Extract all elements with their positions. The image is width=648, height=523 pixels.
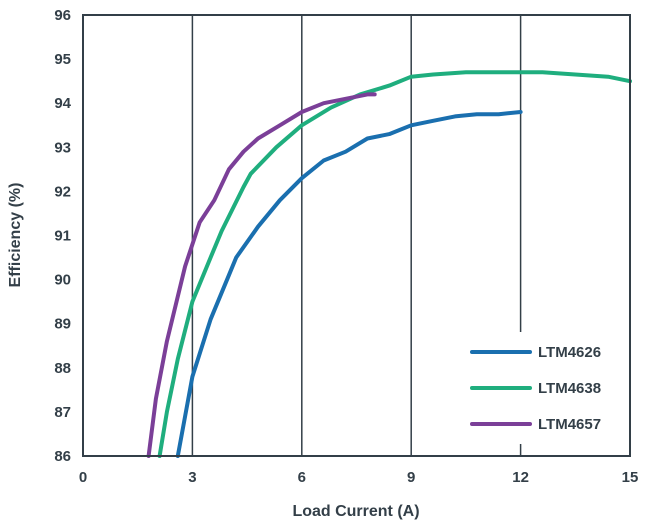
x-tick-label: 12: [512, 469, 529, 486]
plot-frame: [82, 14, 631, 457]
series-line-ltm4657: [146, 92, 377, 458]
y-tick-label: 95: [54, 51, 71, 68]
legend-label-ltm4626: LTM4626: [538, 344, 601, 361]
legend-label-ltm4638: LTM4638: [538, 380, 601, 397]
y-tick-label: 93: [54, 139, 71, 156]
y-tick-labels: 86 87 88 89 90 91 92 93 94 95 96: [54, 7, 71, 465]
y-tick-label: 88: [54, 360, 71, 377]
y-tick-label: 94: [54, 95, 71, 112]
y-tick-label: 86: [54, 448, 71, 465]
y-tick-label: 90: [54, 272, 71, 289]
y-tick-label: 92: [54, 183, 71, 200]
series-line-ltm4626: [175, 110, 523, 458]
series-line-ltm4638: [157, 70, 632, 458]
y-tick-label: 91: [54, 228, 71, 245]
legend-label-ltm4657: LTM4657: [538, 416, 601, 433]
legend: LTM4626 LTM4638 LTM4657: [452, 332, 620, 444]
y-tick-label: 87: [54, 404, 71, 421]
x-tick-label: 6: [298, 469, 306, 486]
y-axis-title: Efficiency (%): [7, 183, 24, 288]
y-tick-label: 89: [54, 316, 71, 333]
x-axis-title: Load Current (A): [292, 503, 419, 520]
x-tick-labels: 0 3 6 9 12 15: [79, 469, 639, 486]
x-tick-label: 0: [79, 469, 87, 486]
y-tick-label: 96: [54, 7, 71, 24]
x-tick-label: 9: [407, 469, 415, 486]
x-tick-label: 15: [622, 469, 639, 486]
series-lines: [146, 70, 632, 458]
x-tick-label: 3: [188, 469, 196, 486]
